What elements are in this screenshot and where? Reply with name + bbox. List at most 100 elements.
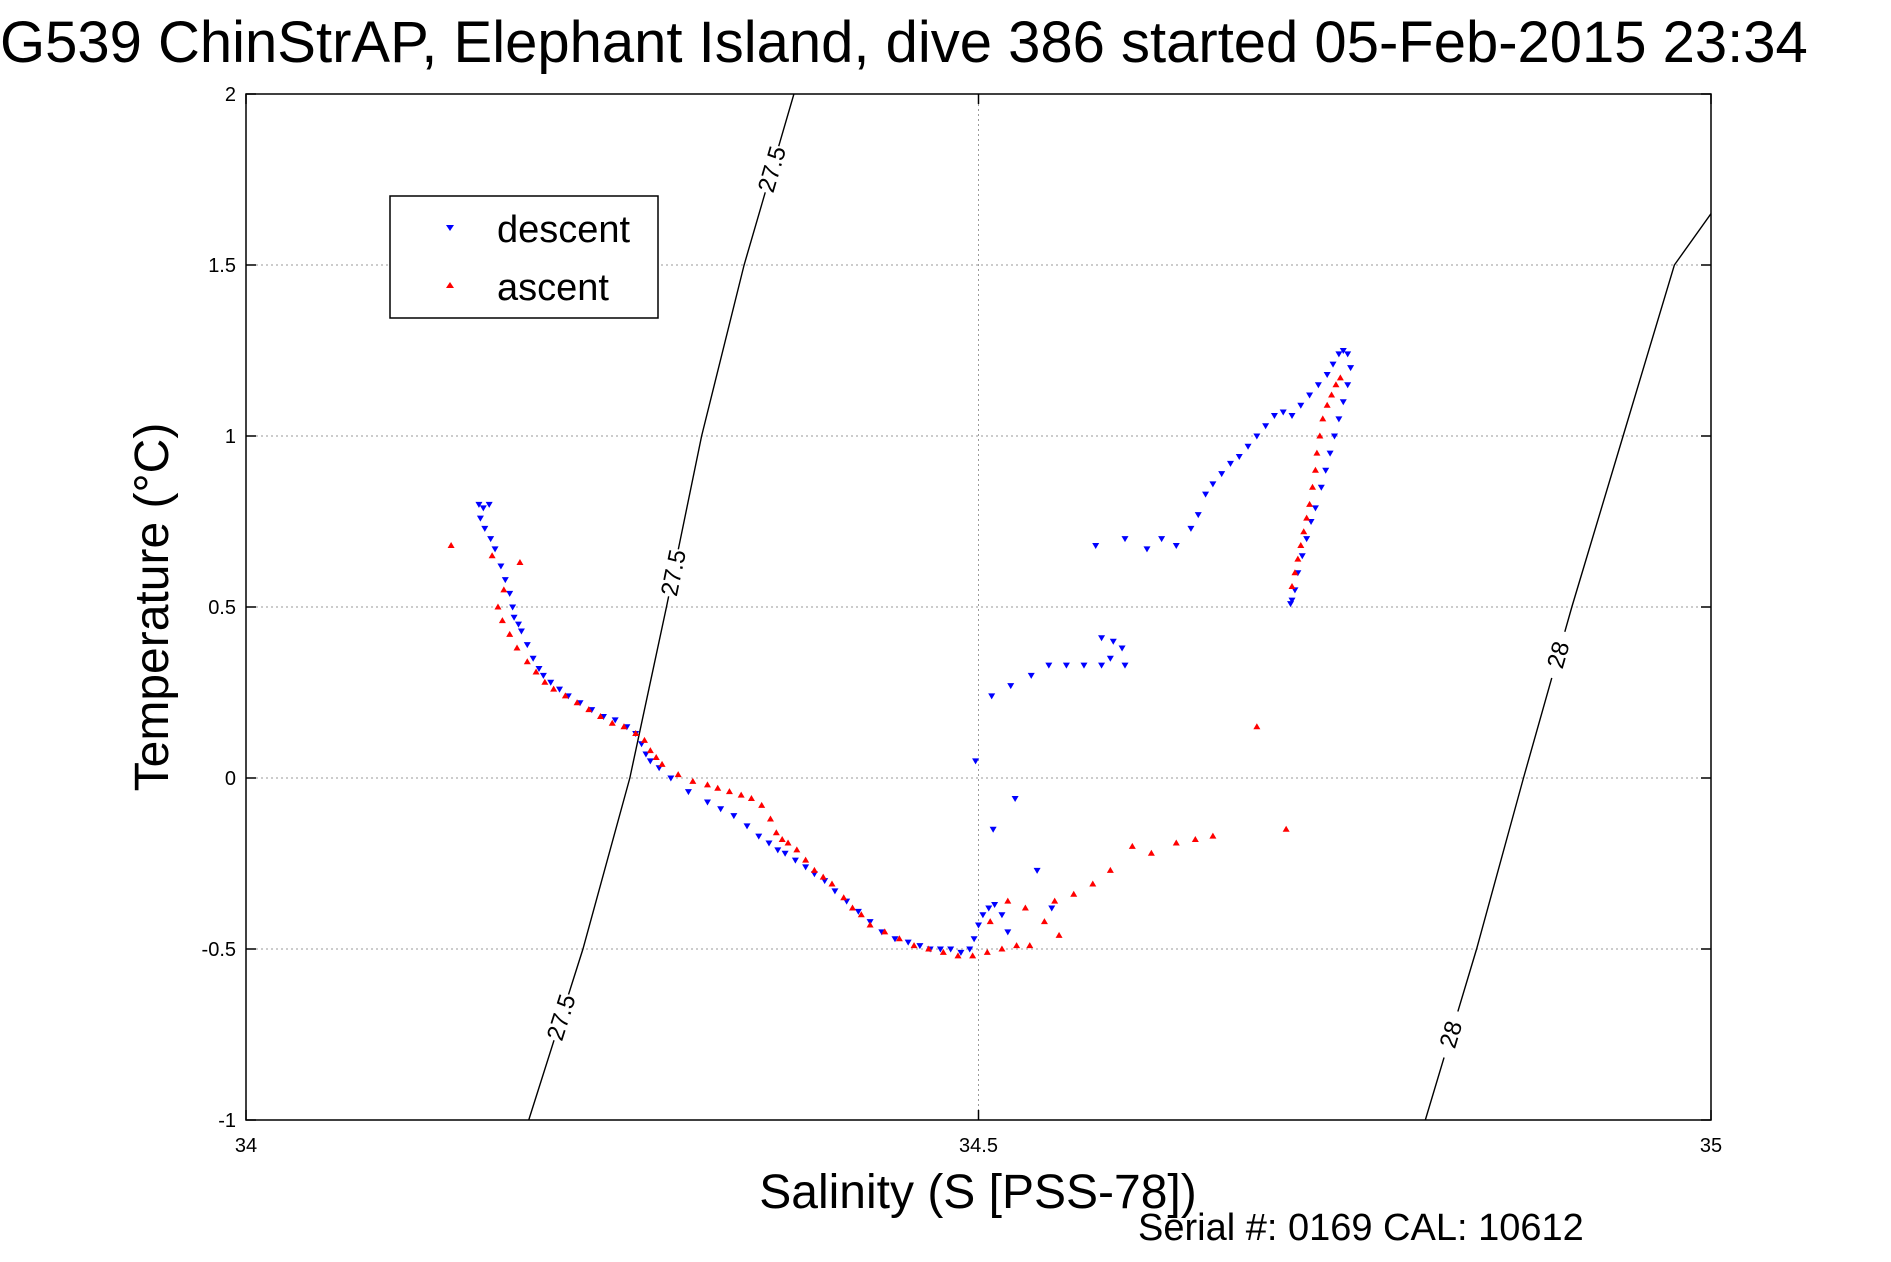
ascent-point [1172,839,1180,846]
ascent-point [758,801,766,808]
ascent-point [447,541,455,548]
descent-point [985,905,993,912]
descent-point [717,806,725,813]
ascent-point [866,921,874,928]
descent-point [556,686,564,693]
ascent-point [819,873,827,880]
descent-point [1048,905,1056,912]
descent-point [497,563,505,570]
descent-point [1194,512,1202,519]
ascent-point [784,839,792,846]
legend: descent ascent [389,195,659,319]
ascent-point [1040,918,1048,925]
legend-marker-ascent [446,282,454,288]
ascent-point [1051,897,1059,904]
ascent-point [585,706,593,713]
descent-point [1329,361,1337,368]
descent-point [535,666,543,673]
ascent-point [561,692,569,699]
descent-point [1288,597,1296,604]
descent-point [491,546,499,553]
contour-label: 27.5 [542,991,582,1044]
descent-point [936,946,944,953]
ascent-point [1282,825,1290,832]
descent-point [1011,796,1019,803]
ascent-point [608,719,616,726]
ascent-point [772,829,780,836]
ascent-point [802,856,810,863]
descent-point [891,936,899,943]
descent-point [1235,454,1243,461]
descent-point [1322,467,1330,474]
ascent-point [652,753,660,760]
data-points [447,348,1355,959]
descent-point [802,864,810,871]
chart-title: G539 ChinStrAP, Elephant Island, dive 38… [0,10,1808,75]
descent-point [1226,460,1234,467]
descent-point [979,912,987,919]
descent-point [966,946,974,953]
x-tick-label: 35 [1700,1135,1722,1157]
contour-label: 27.5 [656,547,692,598]
descent-point [854,908,862,915]
ascent-point [1319,415,1327,422]
legend-label-descent: descent [497,209,631,251]
descent-point [991,902,999,909]
contour-label-bg [540,990,582,1045]
density-contour-line [1424,213,1711,1120]
descent-point [1279,409,1287,416]
descent-point [1344,382,1352,389]
ascent-point [1128,842,1136,849]
ascent-point [532,668,540,675]
descent-point [1187,525,1195,532]
descent-point [988,693,996,700]
descent-point [1303,536,1311,543]
y-tick-label: -0.5 [202,939,236,961]
ascent-point [954,952,962,959]
descent-point [904,939,912,946]
descent-point [1098,662,1106,669]
descent-point [703,799,711,806]
x-tick-label: 34 [235,1135,257,1157]
serial-note: Serial #: 0169 CAL: 10612 [1138,1207,1584,1249]
ascent-point [895,935,903,942]
ascent-point [1300,528,1308,535]
ascent-point [881,928,889,935]
ascent-point [1306,500,1314,507]
ascent-point [597,712,605,719]
ascent-point [986,918,994,925]
ascent-point [1311,466,1319,473]
descent-point [1033,867,1041,874]
descent-point [481,525,489,532]
ascent-point [1026,942,1034,949]
ascent-point [793,846,801,853]
descent-point [1202,491,1210,498]
ascent-point [939,948,947,955]
ascent-point [925,945,933,952]
descent-point [765,840,773,847]
descent-point [509,604,517,611]
ascent-point [1336,374,1344,381]
ascent-point [506,630,514,637]
descent-point [479,505,487,512]
ascent-point [1055,931,1063,938]
descent-point [975,922,982,929]
ascent-point [778,836,786,843]
descent-point [476,515,484,522]
descent-point [1326,450,1334,457]
descent-point [1287,601,1295,608]
y-tick-label: 1.5 [208,255,236,277]
ascent-point [714,784,722,791]
ascent-point [513,644,521,651]
ascent-point [1332,381,1340,388]
descent-point [547,679,555,686]
descent-point [1121,662,1129,669]
ascent-point [1013,942,1021,949]
descent-point [1298,553,1306,560]
descent-point [1270,412,1278,419]
y-tick-label: 1 [225,426,236,448]
ascent-point [1291,569,1299,576]
ascent-point [500,586,508,593]
descent-point [1344,351,1352,358]
